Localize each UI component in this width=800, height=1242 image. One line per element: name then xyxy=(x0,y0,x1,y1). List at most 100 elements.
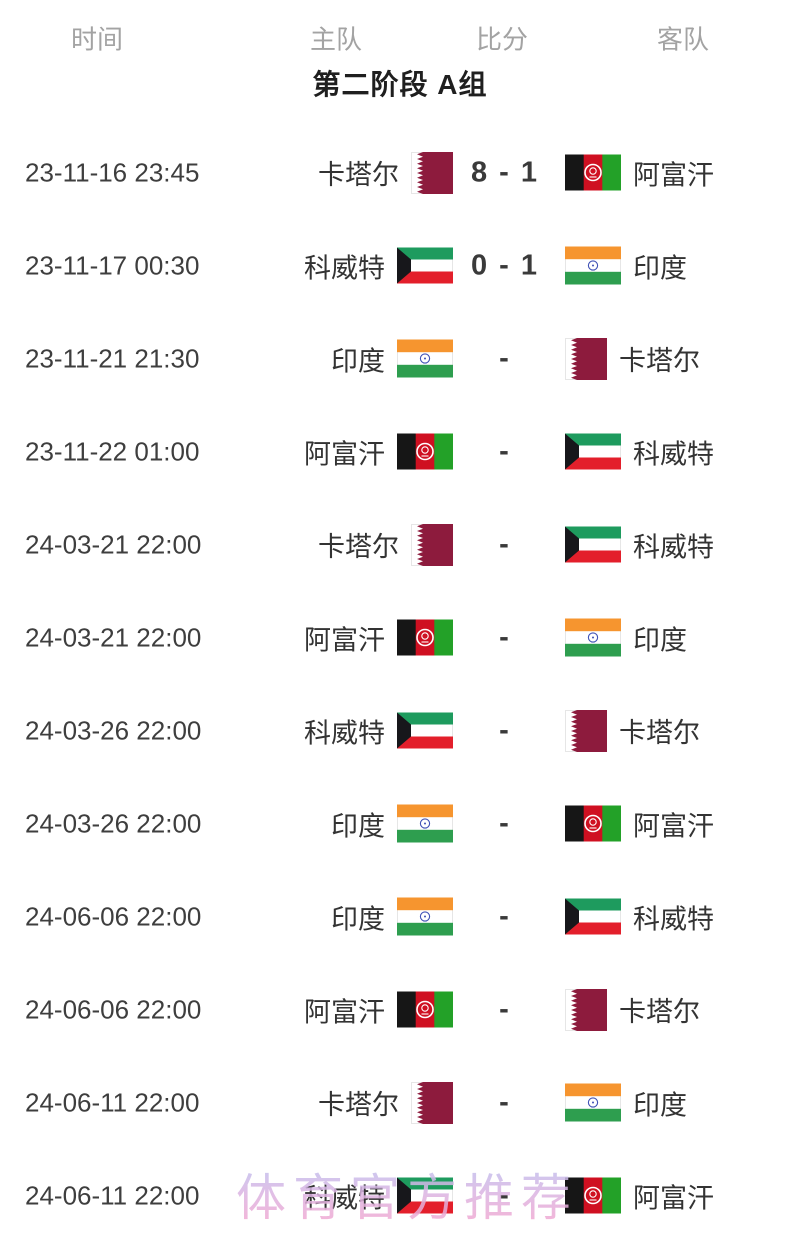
away-team-name: 印度 xyxy=(633,625,687,655)
away-team: 卡塔尔 xyxy=(565,709,700,752)
home-flag-qatar-icon xyxy=(411,523,453,566)
away-team-name: 科威特 xyxy=(633,439,714,469)
home-flag-kuwait-icon xyxy=(397,712,453,749)
match-time: 23-11-17 00:30 xyxy=(25,250,200,280)
match-score: - xyxy=(499,714,511,746)
away-team: 卡塔尔 xyxy=(565,337,700,380)
home-team: 卡塔尔 xyxy=(318,1081,453,1124)
away-flag-afghanistan-icon xyxy=(565,154,621,191)
home-team: 科威特 xyxy=(304,246,453,285)
match-time: 24-03-21 22:00 xyxy=(25,622,202,652)
away-flag-india-icon xyxy=(565,618,621,657)
home-team-name: 阿富汗 xyxy=(304,439,385,469)
match-row[interactable]: 23-11-17 00:30 科威特 0 - 1 印度 xyxy=(0,219,800,312)
home-team-name: 印度 xyxy=(331,346,385,376)
away-team-name: 阿富汗 xyxy=(633,160,714,190)
home-team-name: 科威特 xyxy=(304,253,385,283)
away-team: 阿富汗 xyxy=(565,1176,714,1215)
away-team: 印度 xyxy=(565,1083,687,1122)
match-time: 24-06-11 22:00 xyxy=(25,1180,200,1210)
home-team-name: 科威特 xyxy=(304,718,385,748)
home-team-name: 卡塔尔 xyxy=(318,160,399,190)
match-score: - xyxy=(499,807,511,839)
away-team-name: 阿富汗 xyxy=(633,811,714,841)
match-time: 24-03-26 22:00 xyxy=(25,808,202,838)
match-score: 0 - 1 xyxy=(470,249,540,281)
home-team: 阿富汗 xyxy=(304,618,453,657)
home-flag-qatar-icon xyxy=(411,1081,453,1124)
home-team: 科威特 xyxy=(304,711,453,750)
away-flag-kuwait-icon xyxy=(565,526,621,563)
column-header-away: 客队 xyxy=(656,24,710,55)
match-score: - xyxy=(499,528,511,560)
away-team: 科威特 xyxy=(565,525,714,564)
away-team: 阿富汗 xyxy=(565,804,714,843)
match-row[interactable]: 24-06-06 22:00 印度 - 科威特 xyxy=(0,870,800,963)
away-flag-india-icon xyxy=(565,1083,621,1122)
home-flag-afghanistan-icon xyxy=(397,433,453,470)
home-flag-india-icon xyxy=(397,339,453,378)
home-flag-india-icon xyxy=(397,897,453,936)
match-score: - xyxy=(499,435,511,467)
match-score: - xyxy=(499,993,511,1025)
match-time: 24-06-06 22:00 xyxy=(25,901,202,931)
away-team-name: 阿富汗 xyxy=(633,1183,714,1213)
away-flag-india-icon xyxy=(565,246,621,285)
match-row[interactable]: 24-03-26 22:00 印度 - 阿富汗 xyxy=(0,777,800,870)
column-header-time: 时间 xyxy=(70,24,124,55)
match-score: - xyxy=(499,900,511,932)
home-team: 印度 xyxy=(331,339,453,378)
away-flag-qatar-icon xyxy=(565,709,607,752)
match-time: 23-11-16 23:45 xyxy=(25,157,200,187)
match-score: 8 - 1 xyxy=(470,156,540,188)
group-title: 第二阶段 A组 xyxy=(312,69,488,100)
match-score: - xyxy=(499,621,511,653)
home-team-name: 卡塔尔 xyxy=(318,532,399,562)
away-flag-afghanistan-icon xyxy=(565,805,621,842)
away-team-name: 印度 xyxy=(633,253,687,283)
match-row[interactable]: 24-03-21 22:00 阿富汗 - 印度 xyxy=(0,591,800,684)
match-time: 24-03-26 22:00 xyxy=(25,715,202,745)
home-flag-afghanistan-icon xyxy=(397,991,453,1028)
match-row[interactable]: 24-06-11 22:00 科威特 - 阿富汗 xyxy=(0,1149,800,1242)
home-team-name: 阿富汗 xyxy=(304,997,385,1027)
home-team: 阿富汗 xyxy=(304,432,453,471)
match-list: 23-11-16 23:45 卡塔尔 8 - 1 阿富汗 23-11-17 00:30 科… xyxy=(0,126,800,1242)
away-flag-afghanistan-icon xyxy=(565,1177,621,1214)
home-team: 卡塔尔 xyxy=(318,523,453,566)
away-flag-qatar-icon xyxy=(565,988,607,1031)
away-team-name: 卡塔尔 xyxy=(619,997,700,1027)
match-time: 24-06-11 22:00 xyxy=(25,1087,200,1117)
match-time: 23-11-22 01:00 xyxy=(25,436,200,466)
away-team: 卡塔尔 xyxy=(565,988,700,1031)
away-team: 阿富汗 xyxy=(565,153,714,192)
away-team-name: 印度 xyxy=(633,1090,687,1120)
home-flag-kuwait-icon xyxy=(397,1177,453,1214)
match-row[interactable]: 24-03-21 22:00 卡塔尔 - 科威特 xyxy=(0,498,800,591)
match-row[interactable]: 24-03-26 22:00 科威特 - 卡塔尔 xyxy=(0,684,800,777)
table-header: 时间 主队 比分 客队 xyxy=(0,0,800,64)
away-flag-qatar-icon xyxy=(565,337,607,380)
match-score: - xyxy=(499,342,511,374)
away-team: 印度 xyxy=(565,618,687,657)
column-header-home: 主队 xyxy=(309,24,363,55)
home-team: 阿富汗 xyxy=(304,990,453,1029)
home-team: 印度 xyxy=(331,804,453,843)
column-header-score: 比分 xyxy=(475,24,529,55)
match-row[interactable]: 23-11-22 01:00 阿富汗 - 科威特 xyxy=(0,405,800,498)
away-team-name: 卡塔尔 xyxy=(619,346,700,376)
home-team: 卡塔尔 xyxy=(318,151,453,194)
away-team: 印度 xyxy=(565,246,687,285)
match-score: - xyxy=(499,1086,511,1118)
home-team-name: 印度 xyxy=(331,904,385,934)
match-time: 24-03-21 22:00 xyxy=(25,529,202,559)
match-row[interactable]: 23-11-16 23:45 卡塔尔 8 - 1 阿富汗 xyxy=(0,126,800,219)
match-time: 23-11-21 21:30 xyxy=(25,343,200,373)
home-team-name: 卡塔尔 xyxy=(318,1090,399,1120)
match-row[interactable]: 24-06-06 22:00 阿富汗 - 卡塔尔 xyxy=(0,963,800,1056)
home-flag-india-icon xyxy=(397,804,453,843)
match-row[interactable]: 24-06-11 22:00 卡塔尔 - 印度 xyxy=(0,1056,800,1149)
match-row[interactable]: 23-11-21 21:30 印度 - 卡塔尔 xyxy=(0,312,800,405)
match-score: - xyxy=(499,1179,511,1211)
home-flag-afghanistan-icon xyxy=(397,619,453,656)
